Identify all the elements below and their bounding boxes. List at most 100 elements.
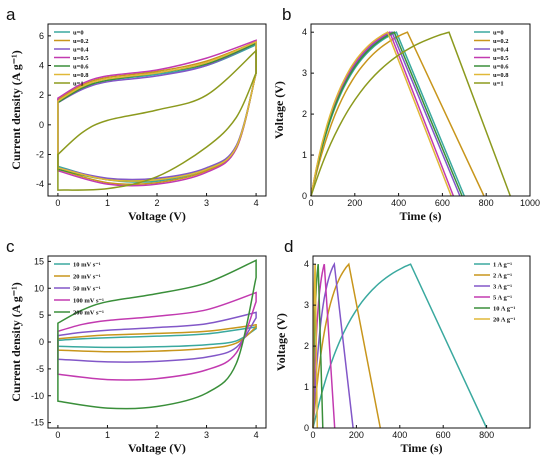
panel-d: d 0 200 400 600 800 0 1 2 3 4 Time (s) Voltage (V) 1 … xyxy=(274,237,531,455)
legend-label: u=0.8 xyxy=(73,72,89,79)
legend-label: 2 A g⁻¹ xyxy=(493,273,512,280)
series-line-1 xyxy=(312,263,488,429)
panel-letter: b xyxy=(282,5,291,24)
y-tick-label: 0 xyxy=(39,120,44,130)
series-line-2 xyxy=(57,323,257,353)
y-tick-label: 2 xyxy=(302,109,307,119)
legend-label: 20 mV s⁻¹ xyxy=(73,274,101,281)
legend-label: 200 mV s⁻¹ xyxy=(73,310,104,317)
x-tick-label: 1000 xyxy=(520,198,540,208)
x-tick-label: 4 xyxy=(254,198,259,208)
panel-b: b 0 200 400 600 800 1000 0 1 2 3 4 Time (s) Voltage (… xyxy=(272,5,540,223)
x-tick-label: 600 xyxy=(436,430,451,440)
x-tick-label: 200 xyxy=(349,430,364,440)
x-tick-label: 4 xyxy=(254,430,259,440)
x-tick-label: 1 xyxy=(105,198,110,208)
y-tick-label: -15 xyxy=(31,418,44,428)
legend-label: 10 mV s⁻¹ xyxy=(73,262,101,269)
legend-label: 10 A g⁻¹ xyxy=(493,306,515,313)
series-line-5 xyxy=(57,259,257,410)
y-tick-label: -5 xyxy=(36,364,44,374)
series-line-2 xyxy=(312,262,382,429)
y-tick-label: 0 xyxy=(304,423,309,433)
y-tick-label: -10 xyxy=(31,391,44,401)
legend-label: u=0.8 xyxy=(493,72,509,79)
x-tick-label: 0 xyxy=(55,198,60,208)
legend-label: 20 A g⁻¹ xyxy=(493,317,515,324)
x-tick-label: 800 xyxy=(479,198,494,208)
legend-label: u=0.6 xyxy=(493,64,509,71)
series-line-5 xyxy=(310,31,463,197)
panel-letter: c xyxy=(6,237,15,256)
x-tick-label: 0 xyxy=(308,198,313,208)
series-line-4 xyxy=(57,39,257,187)
x-tick-label: 400 xyxy=(391,198,406,208)
y-tick-label: -2 xyxy=(36,149,44,159)
legend-label: u=1 xyxy=(493,81,504,88)
series-line-4 xyxy=(57,291,257,381)
x-axis-label: Voltage (V) xyxy=(128,441,186,455)
x-tick-label: 3 xyxy=(204,198,209,208)
y-tick-label: 2 xyxy=(39,90,44,100)
legend-label: 50 mV s⁻¹ xyxy=(73,286,101,293)
legend-label: 5 A g⁻¹ xyxy=(493,295,512,302)
y-tick-label: 1 xyxy=(304,382,309,392)
x-axis-label: Voltage (V) xyxy=(128,209,186,223)
panel-letter: d xyxy=(284,237,293,256)
x-tick-label: 1 xyxy=(105,430,110,440)
y-tick-label: 4 xyxy=(304,259,309,269)
x-tick-label: 0 xyxy=(310,430,315,440)
legend-label: u=0 xyxy=(73,30,84,37)
panel-c: c 0 1 2 3 4 -15 -10 -5 0 5 10 15 Voltage (V) Current d… xyxy=(6,237,267,455)
legend-label: 3 A g⁻¹ xyxy=(493,284,512,291)
series-line-6 xyxy=(310,31,452,197)
x-tick-label: 3 xyxy=(204,430,209,440)
x-tick-label: 2 xyxy=(154,430,159,440)
x-axis-label: Time (s) xyxy=(399,209,441,223)
y-tick-label: 6 xyxy=(39,31,44,41)
legend-label: u=0.4 xyxy=(493,47,509,54)
series-line-7 xyxy=(310,31,512,197)
legend-label: u=1 xyxy=(73,81,84,88)
legend-label: u=0.2 xyxy=(493,38,508,45)
legend-label: u=0.2 xyxy=(73,38,88,45)
legend-label: u=0 xyxy=(493,30,504,37)
panel-a: a 0 1 2 3 4 -4 -2 0 2 4 6 Voltage (V) Current density… xyxy=(6,5,267,223)
y-tick-label: 3 xyxy=(304,300,309,310)
legend-label: u=0.5 xyxy=(493,55,509,62)
y-tick-label: 4 xyxy=(302,27,307,37)
y-axis-label: Voltage (V) xyxy=(274,313,288,371)
x-axis-label: Time (s) xyxy=(400,441,442,455)
x-tick-label: 800 xyxy=(479,430,494,440)
y-tick-label: 10 xyxy=(34,283,44,293)
y-tick-label: 5 xyxy=(39,310,44,320)
series-line-1 xyxy=(57,326,257,349)
y-tick-label: 0 xyxy=(302,191,307,201)
x-tick-label: 600 xyxy=(435,198,450,208)
plot-frame xyxy=(312,255,531,429)
y-axis-label: Current density (A g⁻¹) xyxy=(9,282,23,401)
plot-frame xyxy=(310,23,531,197)
x-tick-label: 2 xyxy=(154,198,159,208)
y-axis-label: Voltage (V) xyxy=(272,81,286,139)
x-tick-label: 0 xyxy=(55,430,60,440)
x-tick-label: 200 xyxy=(347,198,362,208)
y-tick-label: -4 xyxy=(36,179,44,189)
y-tick-label: 0 xyxy=(39,337,44,347)
series-line-3 xyxy=(57,311,257,363)
x-tick-label: 400 xyxy=(392,430,407,440)
y-axis-label: Current density (A g⁻¹) xyxy=(9,50,23,169)
y-tick-label: 15 xyxy=(34,256,44,266)
legend-label: u=0.6 xyxy=(73,64,89,71)
legend-label: u=0.4 xyxy=(73,47,89,54)
legend-label: 1 A g⁻¹ xyxy=(493,262,512,269)
y-tick-label: 4 xyxy=(39,61,44,71)
legend-label: u=0.5 xyxy=(73,55,89,62)
y-tick-label: 2 xyxy=(304,341,309,351)
y-tick-label: 3 xyxy=(302,68,307,78)
panel-letter: a xyxy=(6,5,16,24)
y-tick-label: 1 xyxy=(302,150,307,160)
series-line-7 xyxy=(57,49,257,191)
legend-label: 100 mV s⁻¹ xyxy=(73,298,104,305)
